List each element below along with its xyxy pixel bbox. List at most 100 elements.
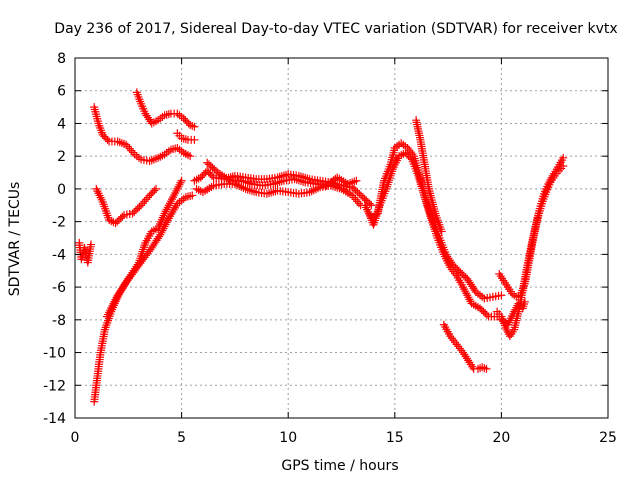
data-point	[459, 271, 468, 280]
data-point	[478, 363, 487, 372]
data-point	[132, 262, 141, 271]
data-point	[267, 188, 276, 197]
data-point	[177, 176, 186, 185]
data-point	[135, 202, 144, 211]
data-point	[113, 291, 122, 300]
series-track-l	[365, 148, 502, 321]
data-point	[125, 272, 134, 281]
data-point	[190, 135, 199, 144]
data-point	[129, 266, 138, 275]
data-point	[459, 283, 468, 292]
data-point	[482, 364, 491, 373]
data-point	[349, 184, 358, 193]
data-point	[161, 207, 170, 216]
data-point	[461, 287, 470, 296]
data-point	[117, 285, 126, 294]
data-point	[463, 291, 472, 300]
data-point	[460, 285, 469, 294]
data-point	[117, 139, 126, 148]
data-point	[137, 201, 146, 210]
series-track-i	[192, 180, 365, 210]
data-point	[480, 364, 489, 373]
y-tick-label: -14	[43, 411, 66, 427]
data-point	[353, 197, 362, 206]
data-point	[277, 177, 286, 186]
data-point	[172, 186, 181, 195]
data-point	[113, 217, 122, 226]
data-point	[176, 178, 185, 187]
data-point	[446, 332, 455, 341]
data-point	[170, 191, 179, 200]
data-point	[103, 135, 112, 144]
data-point	[190, 122, 199, 131]
data-point	[351, 195, 360, 204]
data-point	[449, 336, 458, 345]
data-point	[142, 195, 151, 204]
data-point	[451, 269, 460, 278]
data-point	[464, 356, 473, 365]
data-point	[121, 279, 130, 287]
y-tick-label: 0	[57, 182, 66, 198]
data-point	[165, 199, 174, 208]
data-point	[479, 307, 488, 316]
data-point	[208, 163, 217, 172]
data-point	[473, 364, 482, 373]
data-point	[188, 191, 197, 200]
y-tick-label: -4	[52, 247, 66, 263]
series-track-f	[132, 88, 199, 131]
x-tick-label: 15	[386, 430, 404, 446]
y-tick-label: 2	[57, 149, 66, 165]
data-point	[133, 204, 142, 213]
x-tick-label: 5	[177, 430, 186, 446]
data-point	[348, 191, 357, 200]
data-point	[455, 344, 464, 353]
y-tick-label: -6	[52, 280, 66, 296]
data-point	[512, 303, 521, 312]
plot-frame	[74, 57, 609, 419]
data-point	[116, 287, 125, 296]
data-point	[194, 186, 203, 194]
data-point	[447, 265, 456, 274]
data-point	[454, 342, 463, 351]
data-point	[482, 310, 491, 319]
data-point	[140, 197, 149, 206]
y-tick-label: -10	[43, 346, 66, 362]
data-point	[497, 291, 506, 300]
data-point	[210, 165, 219, 174]
y-tick-label: -12	[43, 378, 66, 394]
data-point	[451, 338, 460, 347]
data-point	[362, 196, 371, 205]
data-point	[160, 209, 169, 218]
series-track-j	[203, 158, 361, 190]
series-track-n	[439, 320, 491, 373]
data-point	[183, 151, 192, 160]
data-point	[449, 267, 458, 276]
data-point	[138, 199, 147, 208]
data-point	[437, 227, 446, 236]
data-point	[446, 263, 455, 272]
data-point	[168, 195, 177, 204]
data-point	[86, 240, 95, 249]
y-tick-label: 4	[57, 116, 66, 132]
data-point	[447, 334, 456, 343]
series-track-p	[495, 162, 568, 301]
data-point	[131, 206, 140, 215]
data-point	[358, 193, 367, 202]
data-point	[559, 153, 568, 162]
data-point	[462, 289, 471, 298]
data-point	[157, 228, 166, 237]
data-point	[511, 305, 520, 314]
series-track-q	[497, 297, 529, 329]
x-tick-label: 10	[279, 430, 297, 446]
series-track-e	[90, 103, 195, 166]
points-layer	[75, 88, 568, 406]
data-point	[120, 281, 129, 290]
data-point	[349, 193, 358, 202]
data-point	[353, 188, 362, 197]
data-point	[128, 148, 137, 157]
data-point	[127, 146, 136, 155]
data-point	[351, 186, 360, 195]
series-track-a	[75, 238, 95, 267]
